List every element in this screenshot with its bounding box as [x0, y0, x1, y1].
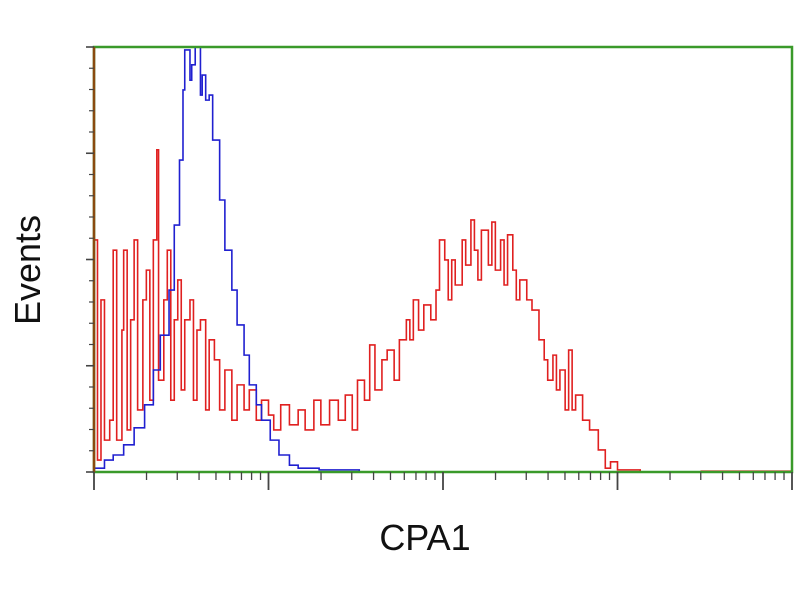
x-axis-label: CPA1	[379, 517, 471, 558]
series-line-red	[94, 149, 792, 473]
y-axis-label: Events	[7, 214, 48, 326]
series-line-blue	[94, 46, 361, 472]
plot-frame	[92, 45, 794, 474]
